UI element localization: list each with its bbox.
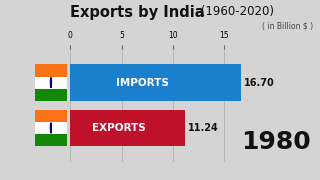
Bar xyxy=(35,134,67,146)
Circle shape xyxy=(51,78,52,88)
Text: 1980: 1980 xyxy=(241,130,310,154)
Bar xyxy=(35,89,67,101)
Text: (1960-2020): (1960-2020) xyxy=(197,5,274,18)
Bar xyxy=(35,122,67,134)
Bar xyxy=(35,64,67,76)
Text: 16.70: 16.70 xyxy=(244,78,275,88)
Bar xyxy=(35,110,67,122)
Text: ( in Billion $ ): ( in Billion $ ) xyxy=(262,22,314,31)
Circle shape xyxy=(51,123,52,133)
Text: Exports by India: Exports by India xyxy=(70,5,205,20)
Bar xyxy=(70,64,241,101)
Text: EXPORTS: EXPORTS xyxy=(92,123,146,133)
Text: IMPORTS: IMPORTS xyxy=(116,78,169,88)
Text: 11.24: 11.24 xyxy=(188,123,219,133)
Bar xyxy=(35,76,67,89)
Bar xyxy=(70,110,186,146)
